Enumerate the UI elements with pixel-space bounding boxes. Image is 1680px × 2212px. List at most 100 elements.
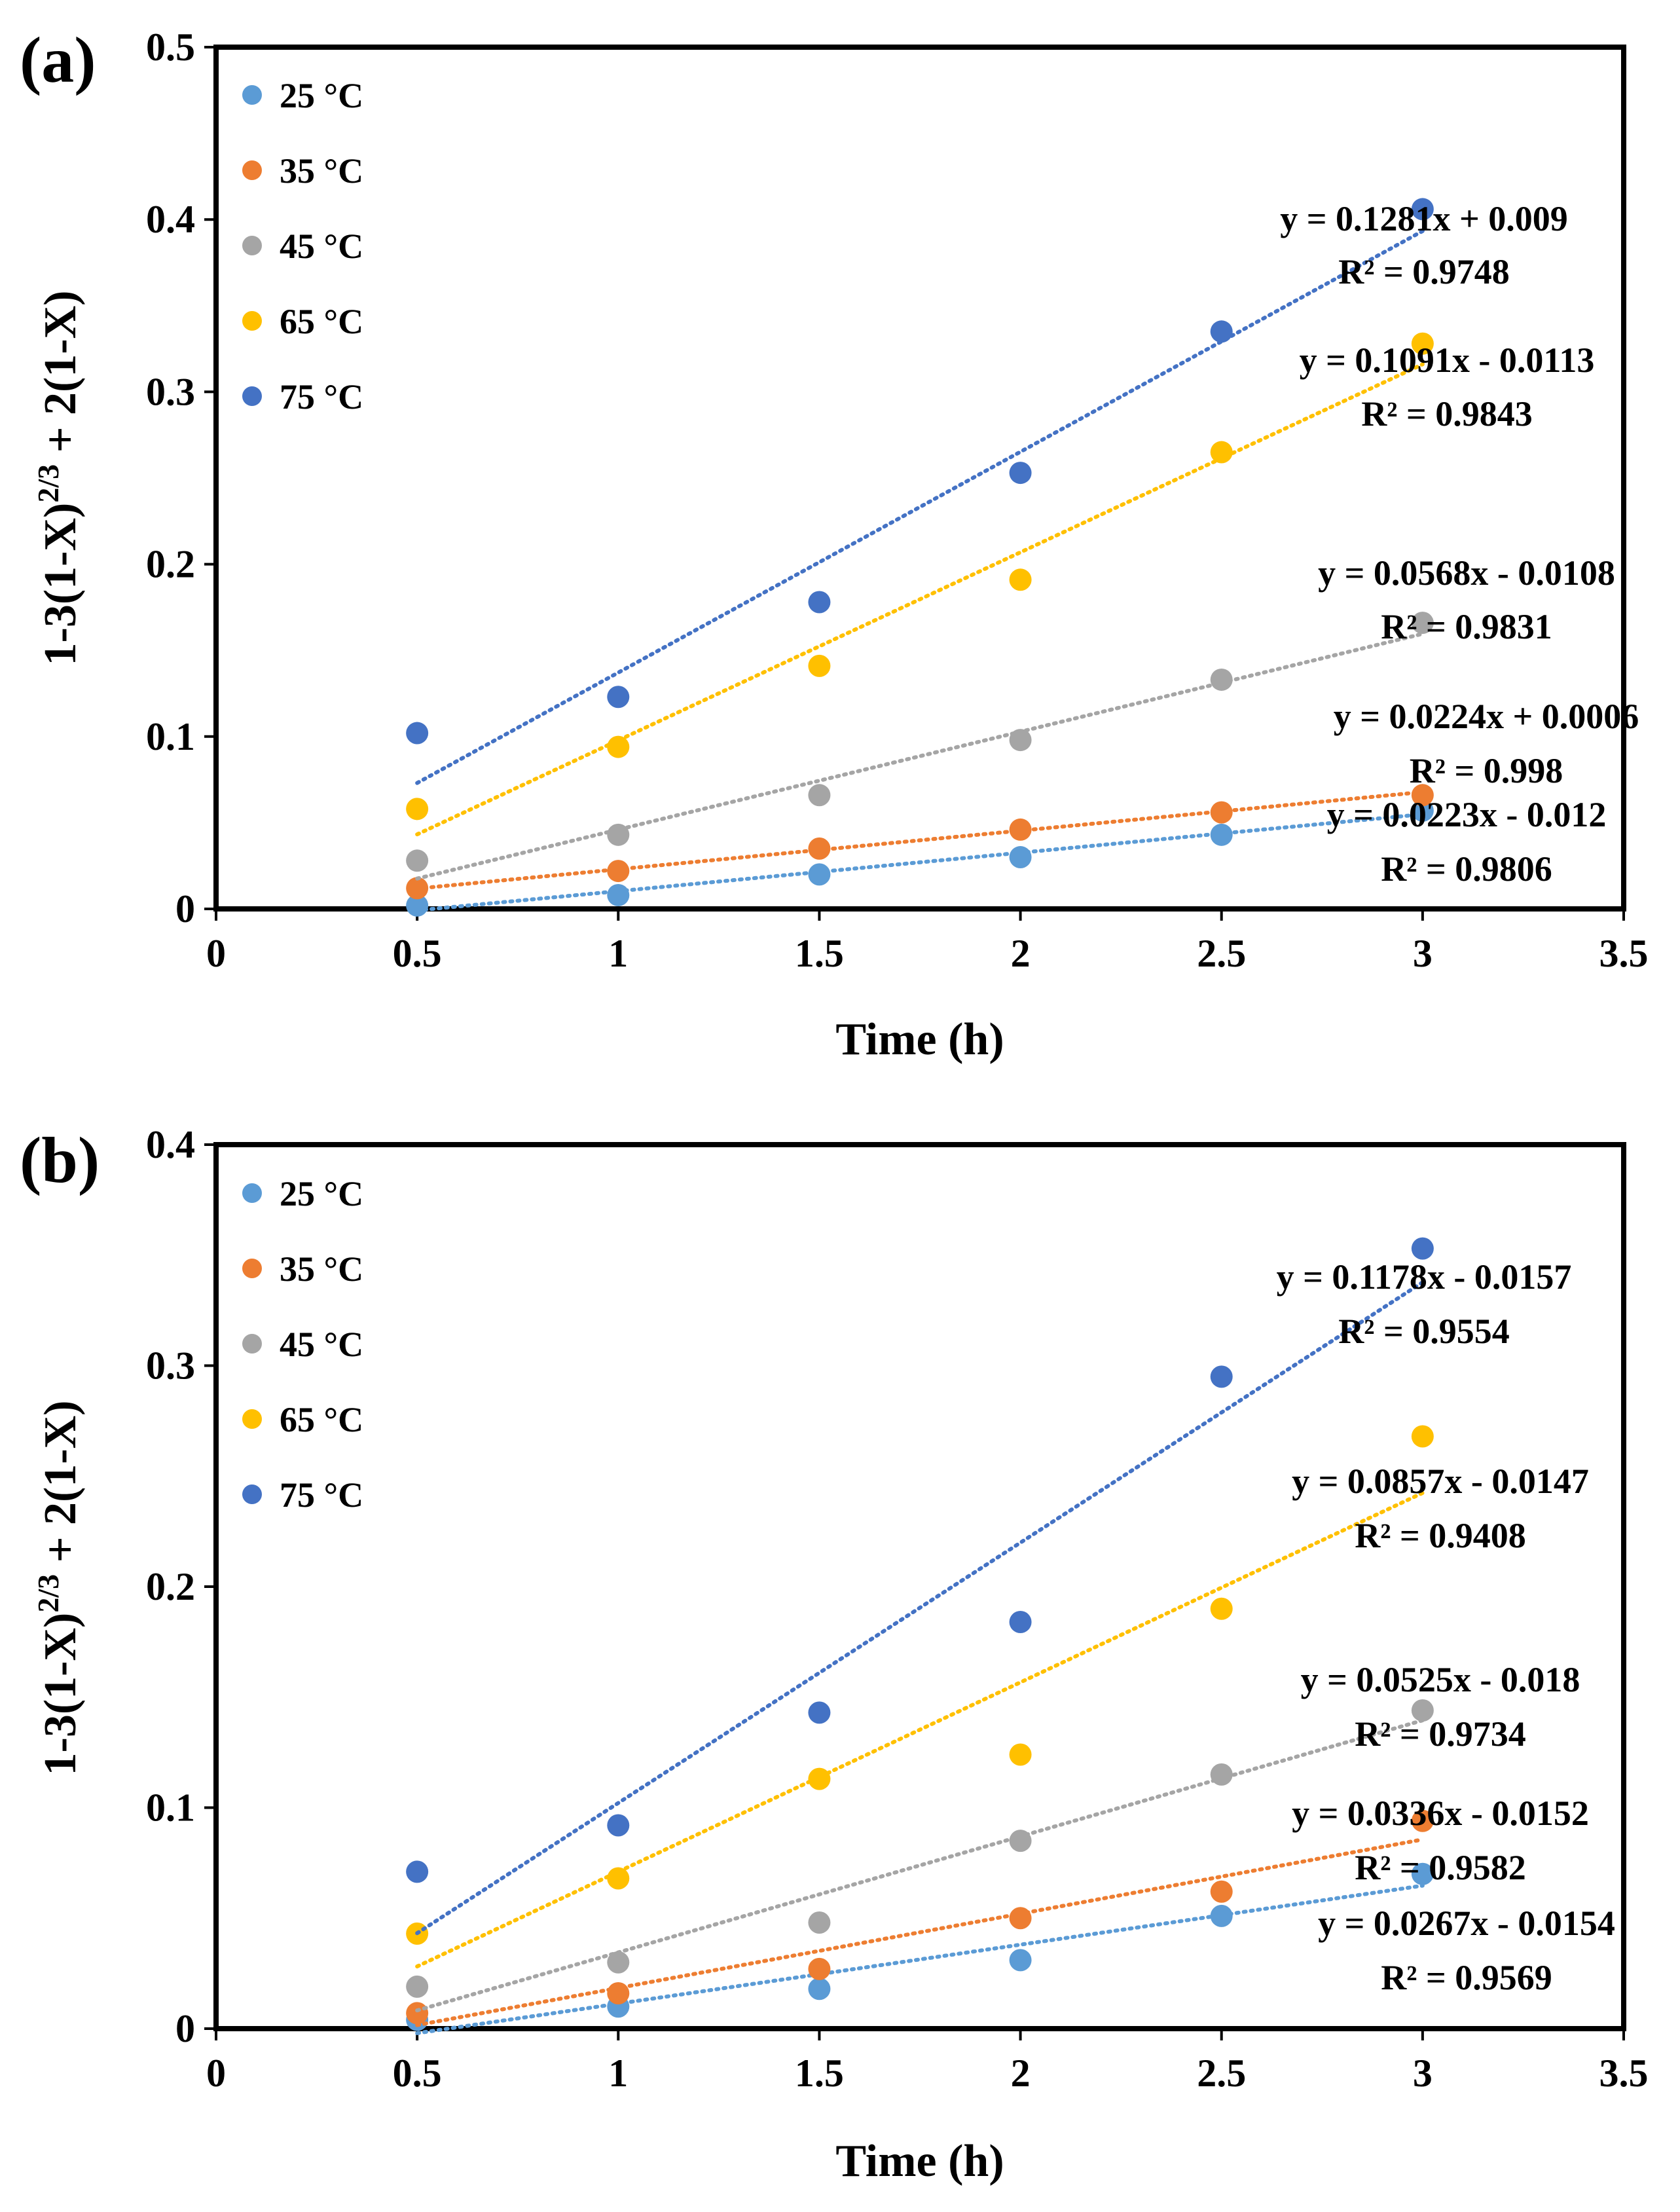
data-point [406, 849, 429, 872]
data-point [808, 1767, 831, 1790]
trend-r-squared: R² = 0.9408 [1355, 1516, 1525, 1555]
x-tick-label: 1 [608, 2052, 628, 2095]
chart-panel-b: (b) 0 0.5 1 1.5 2 2.5 3 3.5 0 0.1 0.2 0.3 0.4 Time (h)… [20, 1123, 1649, 2186]
trendline [415, 229, 1425, 785]
data-point [808, 837, 831, 860]
data-point [1009, 568, 1032, 591]
data-point [1009, 846, 1032, 869]
data-point [1210, 441, 1233, 464]
legend-label: 65 °C [280, 302, 363, 341]
x-axis-label: Time (h) [835, 2136, 1004, 2186]
data-point [808, 1978, 831, 2000]
x-tick-label: 2 [1011, 2052, 1031, 2095]
data-point [1009, 1949, 1032, 1972]
y-tick-label: 0.2 [146, 543, 195, 586]
legend-marker [242, 1484, 262, 1504]
data-point [808, 1957, 831, 1980]
legend-marker [242, 311, 262, 331]
trend-equation: y = 0.0525x - 0.018 [1301, 1660, 1580, 1699]
data-point [1009, 462, 1032, 485]
data-point [607, 1814, 630, 1837]
x-tick-label: 3.5 [1599, 2052, 1649, 2095]
data-point [1210, 1597, 1233, 1620]
y-tick-label: 0.5 [146, 26, 195, 69]
trendline [415, 1490, 1425, 1968]
trend-r-squared: R² = 0.998 [1410, 751, 1563, 790]
data-point [1210, 823, 1233, 846]
series-35C [406, 1809, 1434, 2027]
trend-r-squared: R² = 0.9843 [1361, 394, 1532, 433]
y-tick-label: 0 [175, 887, 195, 931]
data-point [1210, 320, 1233, 343]
y-axis-label-superscript: 2/3 [31, 1574, 65, 1613]
data-point [1210, 1904, 1233, 1927]
plot-frame [213, 45, 1626, 912]
data-point [406, 2002, 429, 2025]
panel-label: (a) [20, 24, 96, 96]
y-tick-label: 0.4 [146, 198, 195, 241]
panel-label: (b) [20, 1124, 100, 1196]
trend-equation: y = 0.0568x - 0.0108 [1318, 553, 1615, 593]
y-axis-label-part: + 2(1-X) [35, 1401, 86, 1574]
y-tick-label: 0.1 [146, 715, 195, 758]
data-point [1009, 1830, 1032, 1853]
trend-r-squared: R² = 0.9554 [1338, 1312, 1509, 1351]
data-point [607, 860, 630, 883]
data-point [1009, 1907, 1032, 1930]
data-point [1210, 801, 1233, 824]
series-75C [406, 198, 1434, 785]
x-tick-label: 0 [206, 932, 226, 975]
data-point [1210, 1880, 1233, 1903]
data-point [406, 1975, 429, 1998]
data-point [607, 686, 630, 709]
legend-marker [242, 1259, 262, 1278]
legend-label: 25 °C [280, 76, 363, 115]
y-axis-label-part: 1-3(1-X) [35, 1613, 86, 1776]
trend-equation: y = 0.1178x - 0.0157 [1277, 1257, 1572, 1297]
series-45C [406, 1699, 1434, 2013]
legend-label: 65 °C [280, 1400, 363, 1439]
x-axis-label: Time (h) [835, 1014, 1004, 1065]
data-point [1009, 818, 1032, 841]
series-25C [406, 799, 1434, 917]
data-point [1411, 1237, 1434, 1260]
legend-label: 35 °C [280, 151, 363, 191]
data-point [1009, 1611, 1032, 1633]
trend-r-squared: R² = 0.9582 [1355, 1848, 1525, 1887]
series-45C [406, 612, 1434, 881]
legend-label: 75 °C [280, 377, 363, 416]
y-axis-label-part: 1-3(1-X) [35, 503, 86, 666]
trend-equation: y = 0.1281x + 0.009 [1280, 199, 1568, 238]
data-point [406, 722, 429, 745]
y-axis-label-superscript: 2/3 [31, 464, 65, 503]
data-point [607, 1867, 630, 1890]
data-point [1411, 799, 1434, 822]
y-tick-label: 0.4 [146, 1123, 195, 1166]
legend-label: 45 °C [280, 227, 363, 266]
data-point [1210, 668, 1233, 691]
trend-r-squared: R² = 0.9831 [1381, 607, 1552, 646]
trendline [415, 1837, 1425, 2027]
legend-marker [242, 1183, 262, 1203]
trendline [415, 790, 1425, 891]
legend-label: 25 °C [280, 1174, 363, 1213]
trend-r-squared: R² = 0.9569 [1381, 1958, 1552, 1997]
data-point [1411, 332, 1434, 355]
data-point [808, 1701, 831, 1724]
legend-label: 35 °C [280, 1249, 363, 1289]
legend-marker [242, 1334, 262, 1354]
data-point [406, 798, 429, 820]
data-point [607, 1951, 630, 1974]
y-tick-label: 0.2 [146, 1565, 195, 1608]
data-point [406, 1860, 429, 1883]
series-65C [406, 1425, 1434, 1968]
data-point [1411, 1699, 1434, 1722]
chart-panel-a: (a) 0 0.5 1 1.5 2 2.5 3 3.5 0 0.1 0.2 0.3 0.4 0.5 Time … [20, 24, 1649, 1065]
data-point [1411, 612, 1434, 635]
legend-marker [242, 160, 262, 180]
data-point [607, 823, 630, 846]
series-35C [406, 784, 1434, 900]
data-point [1411, 1809, 1434, 1832]
data-point [1009, 1743, 1032, 1766]
